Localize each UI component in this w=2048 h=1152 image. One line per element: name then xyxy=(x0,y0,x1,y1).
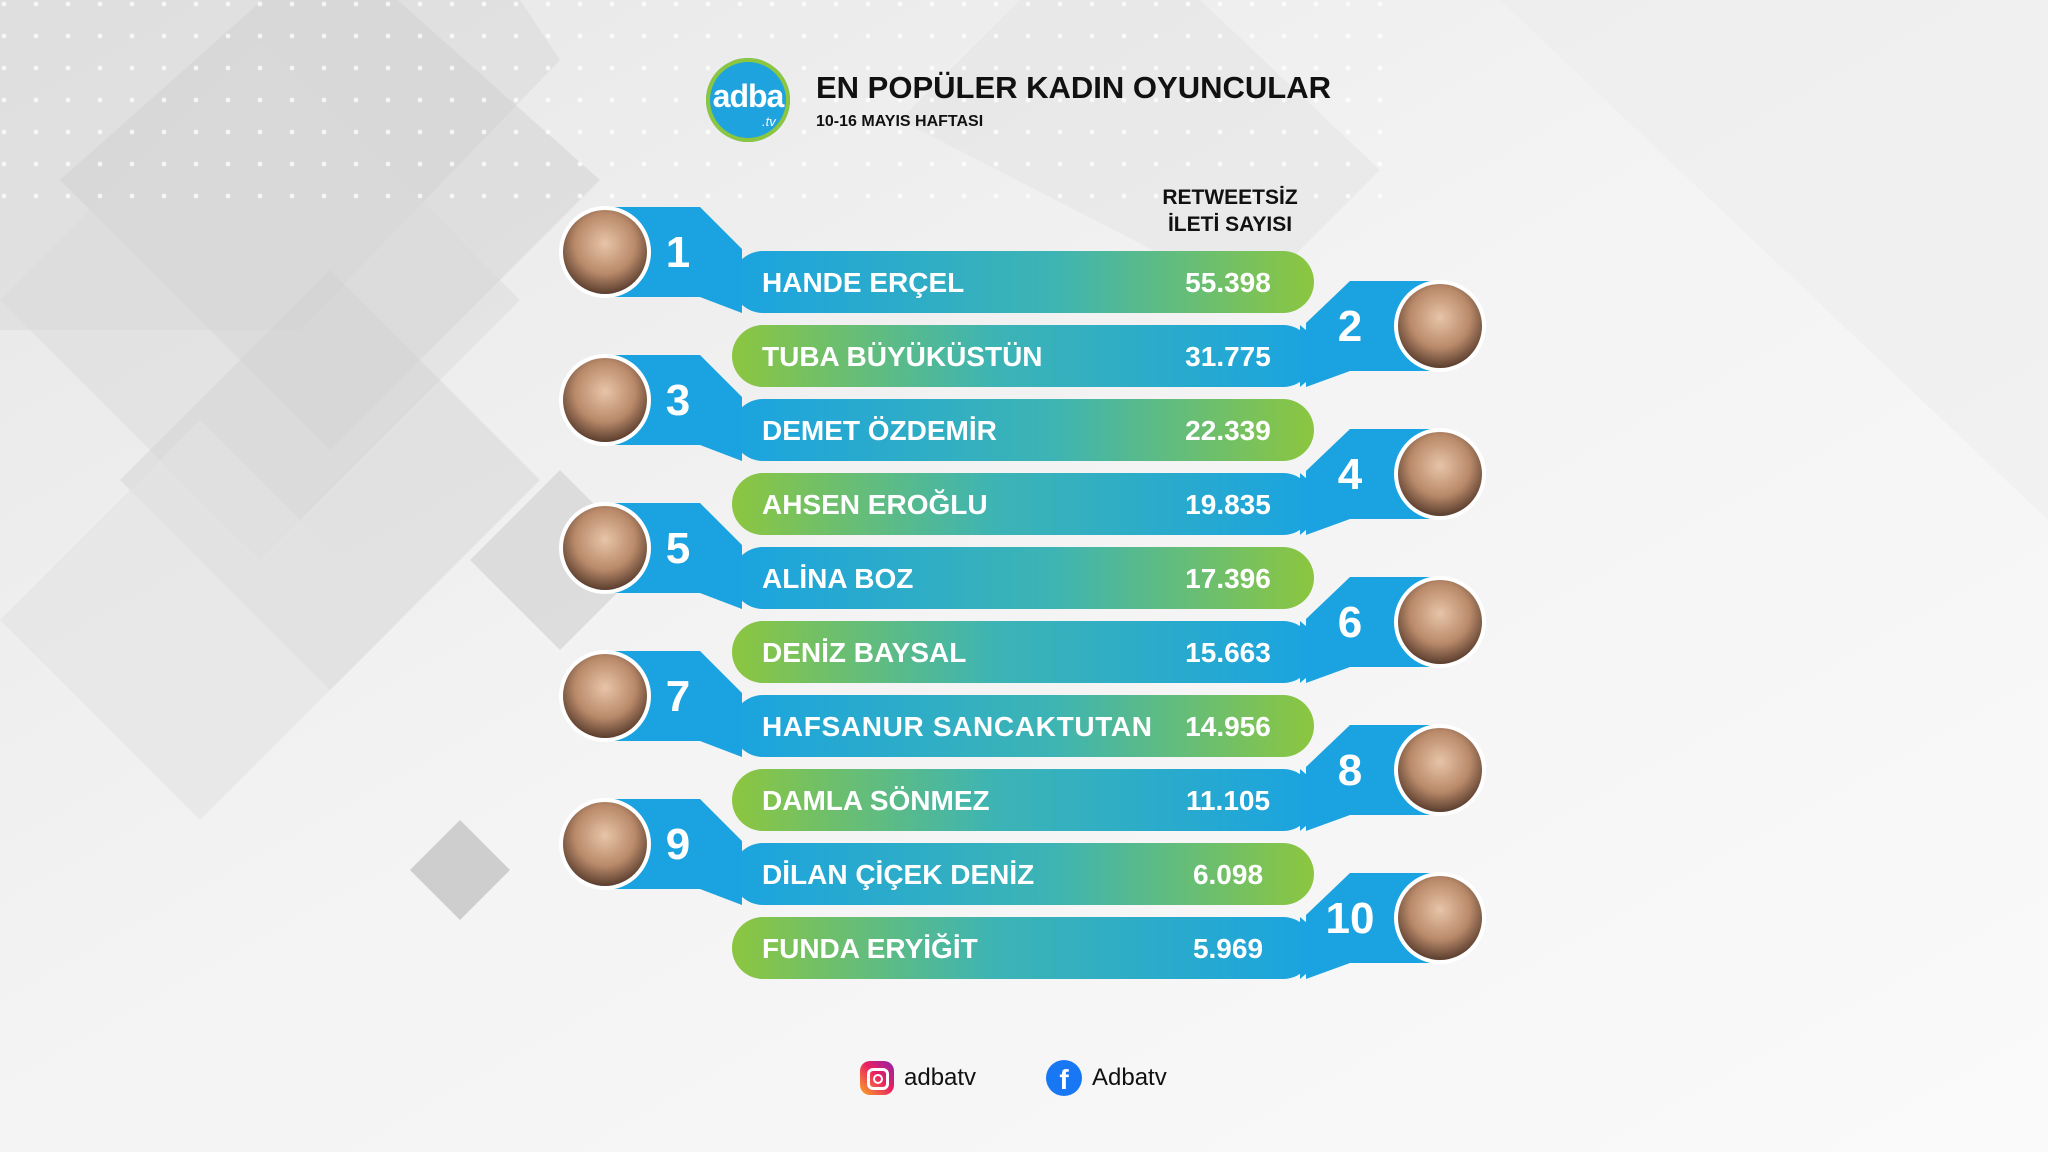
rank-row-2: 2 TUBA BÜYÜKÜSTÜN 31.775 xyxy=(732,280,1486,387)
rank-number: 7 xyxy=(666,672,690,721)
value-label: 14.956 xyxy=(1185,711,1271,742)
avatar xyxy=(563,506,647,590)
instagram-icon xyxy=(860,1061,894,1095)
bar-arrow xyxy=(712,399,742,461)
actress-name: DAMLA SÖNMEZ xyxy=(762,785,990,816)
bar xyxy=(732,325,1314,387)
actress-name: FUNDA ERYİĞİT xyxy=(762,933,978,964)
avatar xyxy=(1398,432,1482,516)
rank-row-9: 9 DİLAN ÇİÇEK DENİZ 6.098 xyxy=(559,798,1314,905)
value-label: 17.396 xyxy=(1185,563,1271,594)
rank-row-4: 4 AHSEN EROĞLU 19.835 xyxy=(732,428,1486,535)
adba-logo: adba .tv xyxy=(706,58,790,142)
bar xyxy=(732,695,1314,757)
rank-row-1: 1 HANDE ERÇEL 55.398 xyxy=(559,206,1314,313)
bar-arrow xyxy=(1300,769,1336,831)
actress-name: AHSEN EROĞLU xyxy=(762,489,988,520)
value-label: 11.105 xyxy=(1186,785,1270,816)
bar xyxy=(732,843,1314,905)
column-header-line-1: RETWEETSİZ xyxy=(1162,186,1298,209)
rank-number: 5 xyxy=(666,524,690,573)
value-label: 5.969 xyxy=(1193,933,1263,964)
rank-row-3: 3 DEMET ÖZDEMİR 22.339 xyxy=(559,354,1314,461)
actress-name: DEMET ÖZDEMİR xyxy=(762,415,997,446)
value-label: 19.835 xyxy=(1185,489,1271,520)
avatar xyxy=(1398,728,1482,812)
bar xyxy=(732,251,1314,313)
header: adba .tv EN POPÜLER KADIN OYUNCULAR 10-1… xyxy=(706,56,1406,146)
actress-name: TUBA BÜYÜKÜSTÜN xyxy=(762,341,1043,372)
bar xyxy=(732,547,1314,609)
rank-number: 1 xyxy=(666,228,690,277)
bar-arrow xyxy=(712,695,742,757)
avatar xyxy=(563,654,647,738)
avatar xyxy=(563,802,647,886)
rank-row-7: 7 HAFSANUR SANCAKTUTAN 14.956 xyxy=(559,650,1314,757)
bar-arrow xyxy=(1300,325,1336,387)
facebook-icon: f xyxy=(1046,1060,1082,1096)
bar xyxy=(732,621,1314,683)
rank-row-8: 8 DAMLA SÖNMEZ 11.105 xyxy=(732,724,1486,831)
page-title: EN POPÜLER KADIN OYUNCULAR xyxy=(816,70,1331,105)
rank-number: 10 xyxy=(1326,894,1375,943)
bar-arrow xyxy=(1300,917,1336,979)
facebook-label: Adbatv xyxy=(1092,1064,1167,1091)
value-label: 6.098 xyxy=(1193,859,1263,890)
bar-arrow xyxy=(712,843,742,905)
avatar xyxy=(1398,876,1482,960)
rank-number: 9 xyxy=(666,820,690,869)
avatar xyxy=(1398,284,1482,368)
avatar xyxy=(563,358,647,442)
bar-arrow xyxy=(712,547,742,609)
bar xyxy=(732,399,1314,461)
rank-number: 3 xyxy=(666,376,690,425)
actress-name: ALİNA BOZ xyxy=(762,563,913,594)
bar-arrow xyxy=(712,251,742,313)
rank-number: 2 xyxy=(1338,302,1362,351)
logo-text: adba xyxy=(712,78,785,114)
rank-row-5: 5 ALİNA BOZ 17.396 xyxy=(559,502,1314,609)
instagram-link[interactable]: adbatv xyxy=(860,1058,976,1098)
value-label: 31.775 xyxy=(1185,341,1271,372)
value-label: 15.663 xyxy=(1185,637,1271,668)
bar xyxy=(732,473,1314,535)
instagram-label: adbatv xyxy=(904,1064,977,1091)
actress-name: HANDE ERÇEL xyxy=(762,267,964,298)
avatar xyxy=(563,210,647,294)
actress-name: DENİZ BAYSAL xyxy=(762,637,966,668)
value-label: 22.339 xyxy=(1185,415,1271,446)
rank-number: 6 xyxy=(1338,598,1362,647)
facebook-link[interactable]: f Adbatv xyxy=(1046,1058,1167,1098)
bar-arrow xyxy=(1300,473,1336,535)
avatar xyxy=(1398,580,1482,664)
bar xyxy=(732,769,1314,831)
rank-number: 4 xyxy=(1338,450,1363,499)
bar-arrow xyxy=(1300,621,1336,683)
actress-name: DİLAN ÇİÇEK DENİZ xyxy=(762,859,1034,890)
rank-number: 8 xyxy=(1338,746,1362,795)
rank-row-6: 6 DENİZ BAYSAL 15.663 xyxy=(732,576,1486,683)
column-header-line-2: İLETİ SAYISI xyxy=(1167,213,1293,236)
page-subtitle: 10-16 MAYIS HAFTASI xyxy=(816,113,984,130)
actress-name: HAFSANUR SANCAKTUTAN xyxy=(762,711,1152,742)
value-label: 55.398 xyxy=(1185,267,1271,298)
column-header: RETWEETSİZ İLETİ SAYISI xyxy=(1130,184,1330,238)
rank-row-10: 10 FUNDA ERYİĞİT 5.969 xyxy=(732,872,1486,979)
logo-sub: .tv xyxy=(762,114,776,129)
bar xyxy=(732,917,1314,979)
